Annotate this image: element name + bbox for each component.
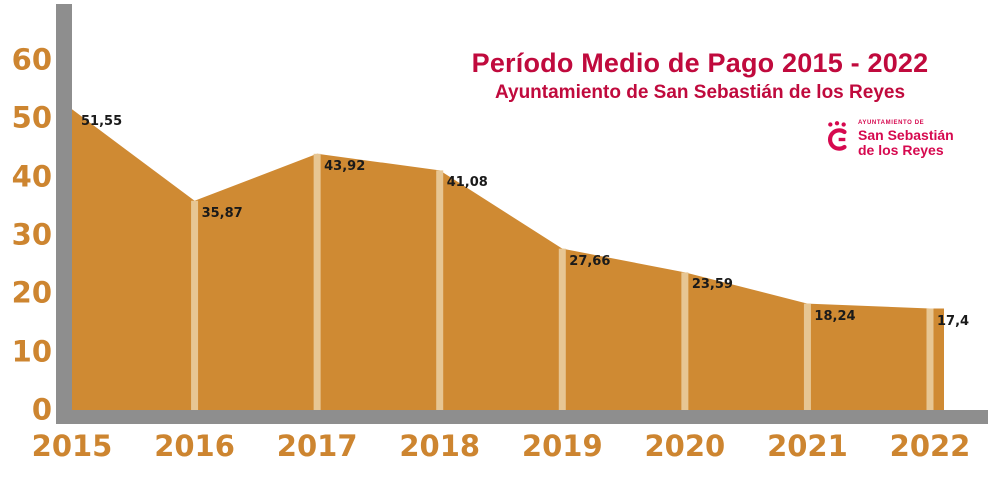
y-axis-labels: 0 10 20 30 40 50 60 — [6, 0, 52, 500]
data-label: 23,59 — [691, 277, 733, 293]
x-tick-label: 2019 — [521, 429, 603, 463]
data-label: 18,24 — [814, 308, 856, 324]
area-series — [72, 109, 944, 411]
year-gridline — [681, 272, 689, 410]
y-tick-label: 20 — [11, 275, 52, 310]
y-tick-label: 10 — [11, 333, 52, 368]
ayuntamiento-logo: AYUNTAMIENTO DE San Sebastián de los Rey… — [822, 120, 954, 159]
x-tick-label: 2021 — [767, 429, 848, 463]
x-tick-label: 2018 — [399, 429, 481, 463]
data-label: 17,4 — [937, 313, 970, 329]
chart-title: Período Medio de Pago 2015 - 2022 — [471, 48, 929, 78]
data-label: 27,66 — [569, 253, 611, 269]
data-label: 51,55 — [81, 114, 123, 130]
x-axis-line — [56, 410, 988, 424]
chart-subtitle: Ayuntamiento de San Sebastián de los Rey… — [494, 82, 906, 103]
data-label: 43,92 — [324, 158, 366, 174]
x-axis-labels: 2015 2016 2017 2018 2019 2020 2021 2022 — [0, 429, 1000, 473]
logo-small-text: AYUNTAMIENTO DE — [858, 120, 925, 126]
data-label: 35,87 — [201, 205, 243, 221]
logo-name-line1: San Sebastián — [858, 127, 954, 144]
data-label: 41,08 — [446, 175, 488, 191]
year-gridline — [313, 153, 321, 411]
year-gridline — [191, 200, 199, 410]
logo-text: AYUNTAMIENTO DE San Sebastián de los Rey… — [858, 120, 954, 158]
year-gridline — [926, 308, 934, 410]
year-gridline — [803, 303, 811, 410]
y-tick-label: 60 — [11, 42, 52, 77]
x-tick-label: 2022 — [889, 429, 971, 463]
y-tick-label: 30 — [11, 217, 52, 252]
y-tick-label: 50 — [11, 100, 52, 135]
crown-icon — [822, 120, 852, 159]
year-gridline — [436, 170, 444, 410]
logo-name-line2: de los Reyes — [858, 141, 944, 158]
x-tick-label: 2016 — [154, 429, 235, 463]
y-tick-label: 0 — [31, 392, 52, 427]
x-tick-label: 2017 — [276, 429, 358, 463]
y-tick-label: 40 — [11, 158, 52, 193]
x-tick-label: 2020 — [644, 429, 726, 463]
y-axis-line — [56, 4, 72, 424]
year-gridline — [558, 248, 566, 410]
x-tick-label: 2015 — [31, 429, 113, 463]
